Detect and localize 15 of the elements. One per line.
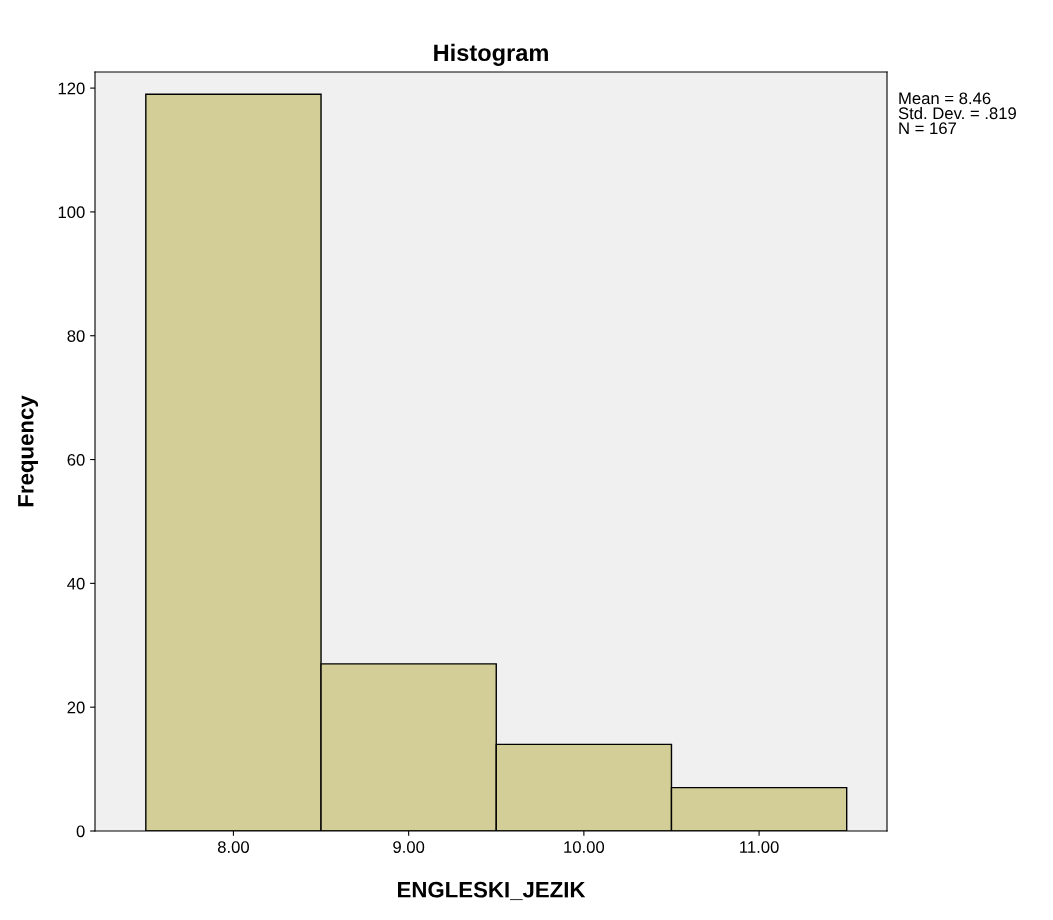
x-tick-label: 9.00 [393, 841, 425, 853]
chart-title: Histogram [434, 43, 548, 66]
y-tick-label: 40 [67, 577, 85, 590]
y-axis-title: Frequency [18, 395, 39, 507]
y-tick-label: 0 [76, 825, 85, 838]
x-tick-label: 10.00 [564, 841, 605, 853]
x-axis-title: ENGLESKI_JEZIK [398, 881, 586, 901]
y-tick-label: 120 [58, 82, 85, 95]
y-tick-label: 100 [58, 206, 85, 219]
x-tick-label: 8.00 [217, 841, 249, 853]
y-tick-label: 60 [67, 453, 85, 466]
x-tick-label: 11.00 [740, 841, 779, 853]
y-tick-label: 80 [67, 330, 85, 342]
y-tick-label: 20 [67, 701, 85, 714]
text: Mean = 8.46 Std. Dev. = .819 N = 167 [898, 92, 1016, 135]
